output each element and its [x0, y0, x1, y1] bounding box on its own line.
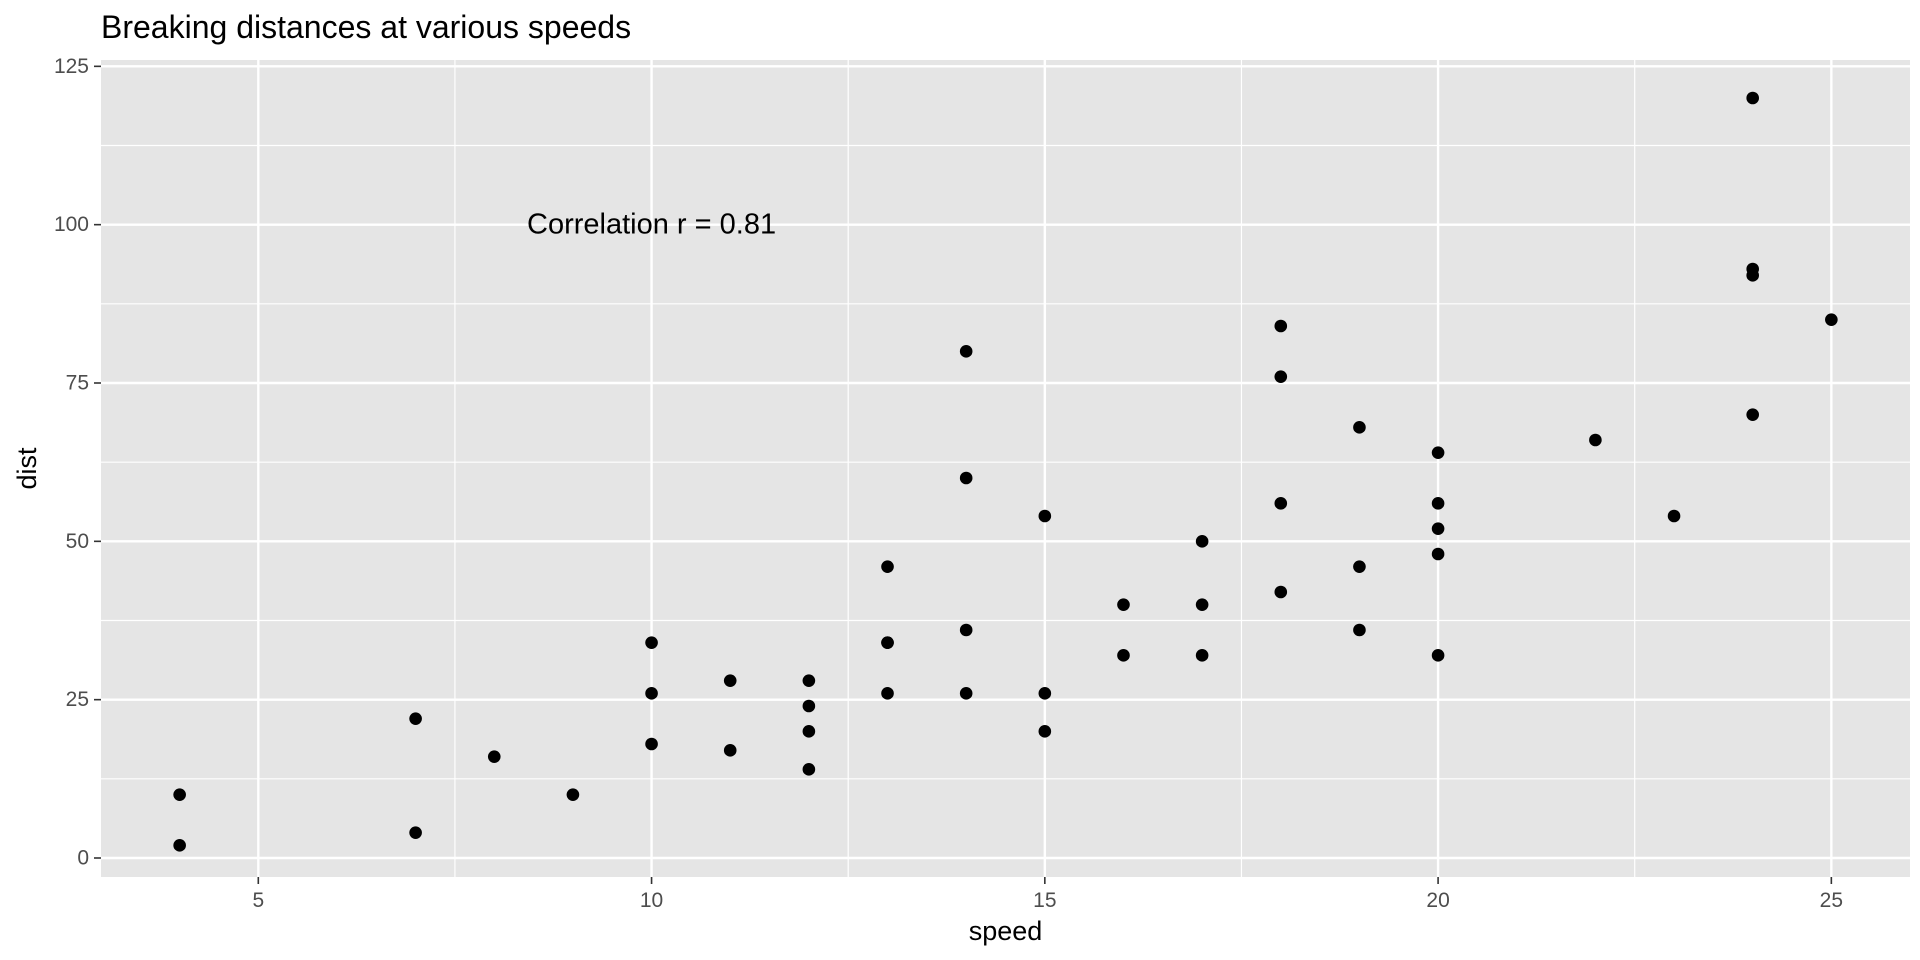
- data-point: [1825, 313, 1838, 326]
- data-point: [1746, 262, 1759, 276]
- data-point: [959, 687, 973, 700]
- x-tick-label: 15: [1033, 889, 1056, 912]
- data-point: [645, 687, 658, 700]
- data-point: [1589, 433, 1602, 447]
- data-point: [173, 839, 186, 852]
- data-point: [802, 674, 816, 687]
- data-point: [1195, 535, 1209, 548]
- chart-title: Breaking distances at various speeds: [101, 9, 631, 45]
- data-point: [645, 737, 658, 751]
- data-point: [173, 788, 186, 801]
- correlation-annotation: Correlation r = 0.81: [527, 209, 776, 241]
- data-point: [959, 623, 973, 637]
- data-point: [1431, 446, 1445, 459]
- data-point: [409, 826, 422, 839]
- x-tick-label: 5: [252, 889, 264, 912]
- data-point: [1431, 522, 1445, 535]
- data-point: [802, 763, 816, 776]
- data-point: [1274, 370, 1288, 383]
- data-point: [1353, 421, 1366, 434]
- y-axis-ticks: 0 25 50 75 100 125: [54, 55, 101, 870]
- data-point: [1274, 585, 1288, 599]
- data-point: [959, 471, 973, 485]
- data-point: [645, 636, 658, 649]
- y-tick-label: 50: [66, 530, 89, 553]
- data-point: [723, 674, 737, 687]
- y-tick-label: 100: [54, 213, 89, 236]
- data-point: [1746, 408, 1759, 421]
- y-tick-label: 25: [66, 688, 89, 711]
- data-points: [173, 91, 1838, 852]
- data-point: [1431, 547, 1445, 561]
- major-gridlines: [101, 60, 1910, 877]
- data-point: [1746, 91, 1759, 105]
- data-point: [1274, 319, 1288, 333]
- plot-panel: [101, 60, 1910, 877]
- data-point: [1431, 649, 1445, 662]
- data-point: [1431, 497, 1445, 510]
- data-point: [802, 725, 816, 738]
- data-point: [1117, 598, 1130, 611]
- data-point: [1667, 509, 1681, 523]
- data-point: [881, 687, 894, 700]
- y-axis-title: dist: [12, 447, 42, 490]
- data-point: [409, 712, 422, 725]
- y-tick-label: 75: [66, 372, 89, 395]
- data-point: [802, 699, 816, 713]
- x-axis-ticks: 5 10 15 20 25: [252, 877, 1843, 912]
- y-tick-label: 125: [54, 55, 89, 78]
- x-axis-title: speed: [969, 916, 1043, 946]
- data-point: [723, 744, 737, 757]
- data-point: [566, 788, 580, 801]
- data-point: [1195, 649, 1209, 662]
- data-point: [1117, 649, 1130, 662]
- data-point: [881, 636, 894, 649]
- data-point: [881, 560, 894, 573]
- minor-gridlines: [101, 60, 1910, 877]
- data-point: [1038, 509, 1052, 523]
- y-tick-label: 0: [77, 847, 89, 870]
- data-point: [487, 750, 501, 763]
- data-point: [1038, 687, 1052, 700]
- x-tick-label: 10: [640, 889, 663, 912]
- data-point: [959, 345, 973, 358]
- data-point: [1274, 497, 1288, 510]
- data-point: [1038, 725, 1052, 738]
- data-point: [1353, 623, 1366, 637]
- x-tick-label: 20: [1426, 889, 1449, 912]
- data-point: [1353, 560, 1366, 573]
- x-tick-label: 25: [1820, 889, 1843, 912]
- data-point: [1195, 598, 1209, 611]
